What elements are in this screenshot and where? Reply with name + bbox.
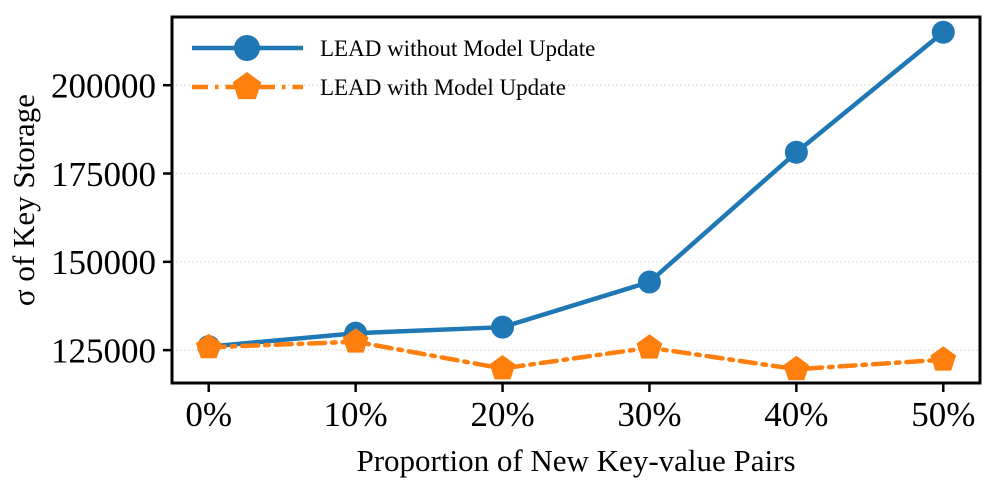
y-tick-label: 125000 [51,331,156,370]
legend-marker-circle [234,35,260,61]
legend-marker-pentagon [232,72,262,100]
data-point-pentagon [636,334,663,359]
data-point-circle [491,315,515,339]
x-tick-label: 10% [324,395,388,434]
series-line-1 [206,339,946,372]
x-tick-label: 50% [911,395,975,434]
data-point-pentagon [489,355,516,380]
y-tick-label: 175000 [51,155,156,194]
data-point-pentagon [342,328,369,353]
x-tick-label: 30% [617,395,681,434]
plot-border [170,15,982,385]
y-axis-title: σ of Key Storage [6,94,41,306]
x-tick-label: 20% [470,395,534,434]
data-point-circle [931,20,955,44]
legend-label: LEAD with Model Update [320,75,566,100]
x-axis-title: Proportion of New Key-value Pairs [356,443,795,478]
data-point-circle [637,270,661,294]
legend-label: LEAD without Model Update [320,36,595,61]
y-tick-label: 150000 [51,243,156,282]
data-point-pentagon [930,346,957,371]
x-tick-label: 0% [185,395,232,434]
data-point-circle [784,140,808,164]
y-tick-label: 200000 [51,66,156,105]
data-point-pentagon [195,333,222,359]
x-tick-label: 40% [764,395,828,434]
series-line-0 [206,29,946,349]
data-point-pentagon [783,355,810,381]
